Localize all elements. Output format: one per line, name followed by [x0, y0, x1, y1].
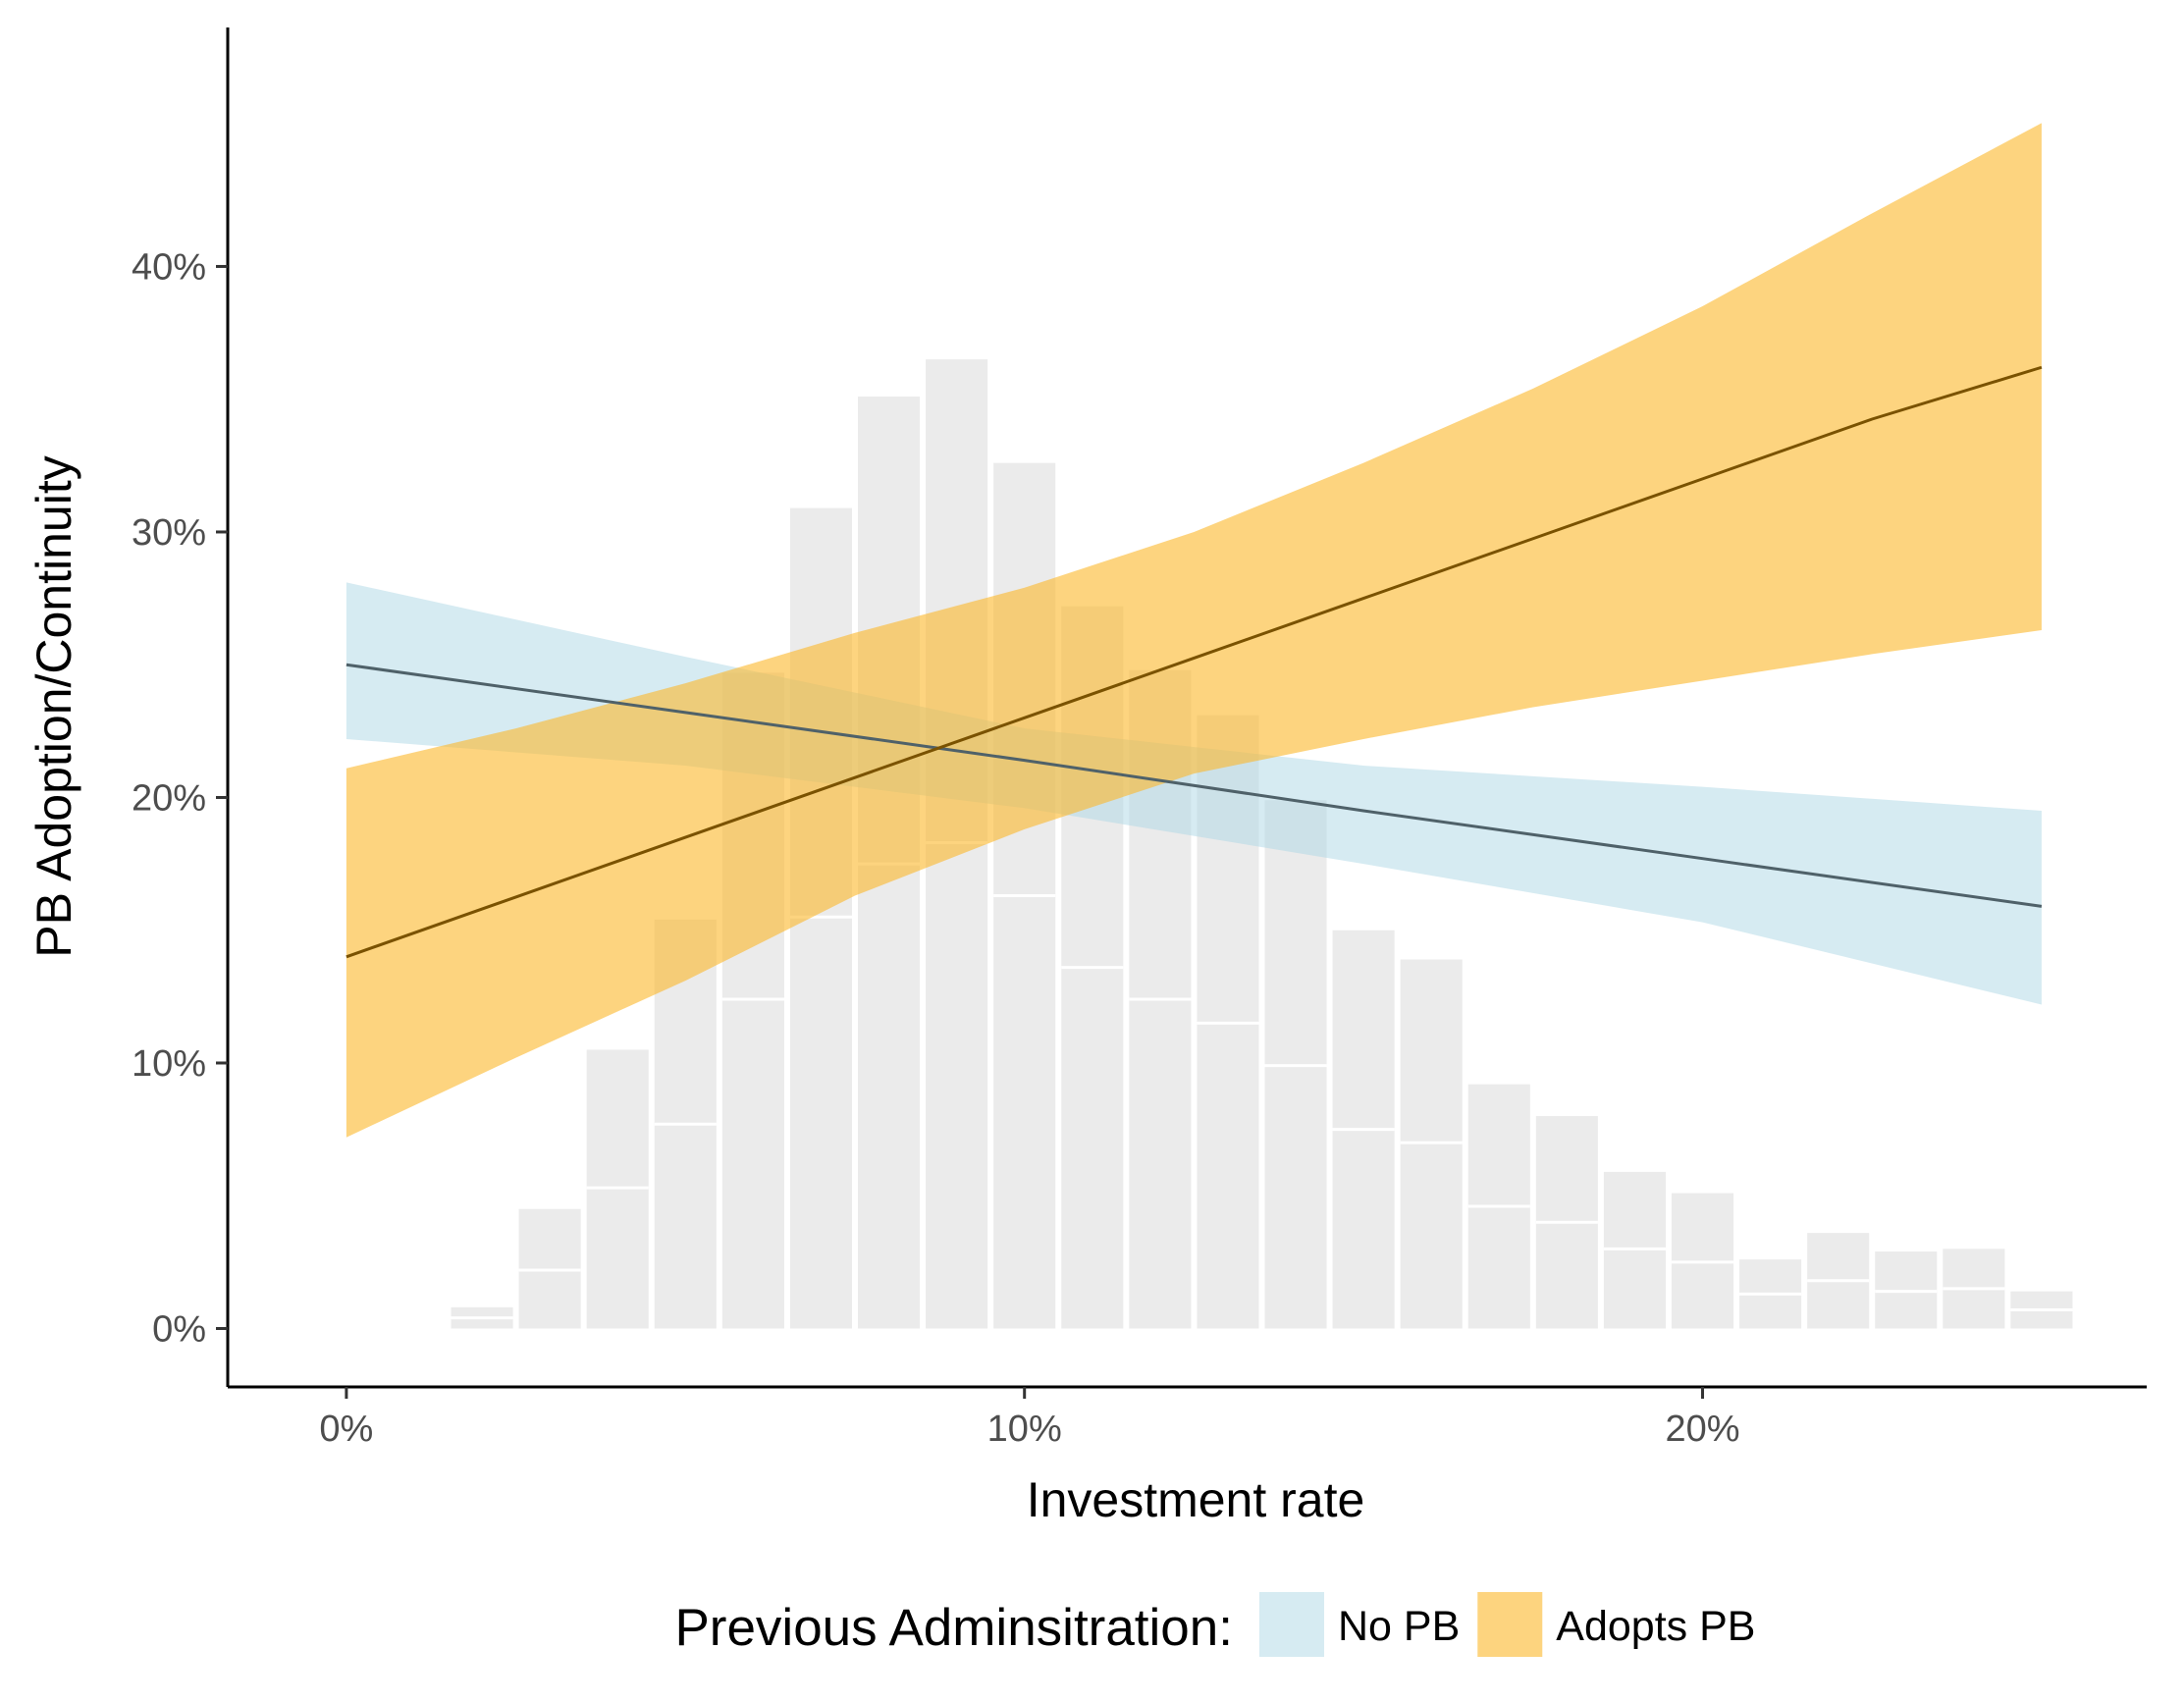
confidence-bands	[346, 123, 2042, 1138]
fit-line-series-1	[346, 365, 2043, 959]
legend-key-series-1	[1477, 1592, 1543, 1657]
legend: Previous Adminsitration: No PB Adopts PB	[674, 1592, 1755, 1657]
legend-title: Previous Adminsitration:	[674, 1599, 1233, 1657]
y-tick-label: 10%	[132, 1043, 206, 1085]
x-tick-label: 20%	[1665, 1409, 1739, 1450]
confidence-band-series-1	[346, 123, 2042, 1138]
legend-key-series-0	[1259, 1592, 1324, 1657]
fit-line-series-0	[346, 663, 2043, 908]
y-tick-label: 20%	[132, 777, 206, 819]
ticks: 0% 10% 20% 30% 40% 0% 10% 20%	[132, 246, 1740, 1450]
x-tick-label: 10%	[987, 1409, 1062, 1450]
y-tick-label: 0%	[152, 1308, 206, 1350]
axes	[226, 27, 2147, 1389]
legend-label-series-0: No PB	[1338, 1603, 1460, 1650]
legend-items: No PB Adopts PB	[1259, 1592, 1755, 1657]
y-tick-label: 30%	[132, 512, 206, 554]
fit-lines	[346, 365, 2043, 959]
x-axis-title: Investment rate	[1027, 1472, 1365, 1527]
y-tick-label: 40%	[132, 246, 206, 288]
x-tick-label: 0%	[319, 1409, 373, 1450]
y-axis-title: PB Adoption/Continuity	[27, 455, 81, 957]
legend-label-series-1: Adopts PB	[1556, 1603, 1755, 1650]
